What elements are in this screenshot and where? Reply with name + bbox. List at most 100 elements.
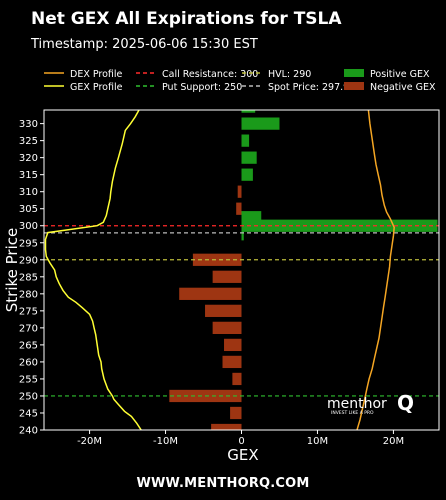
- watermark-brand: menthor: [327, 396, 387, 412]
- legend-swatch: [344, 82, 364, 90]
- legend-item-7: Negative GEX: [344, 82, 436, 93]
- y-axis-label: Strike Price: [3, 228, 21, 312]
- y-tick-245: 245: [19, 408, 44, 419]
- y-tick-285: 285: [19, 272, 44, 283]
- gex-bar-335: [241, 110, 256, 113]
- legend-label: Spot Price: 297.9: [268, 82, 349, 93]
- gex-bar-240: [211, 423, 242, 430]
- y-tick-label: 295: [19, 238, 38, 249]
- y-tick-280: 280: [19, 289, 44, 300]
- legend-item-6: Positive GEX: [344, 69, 430, 80]
- y-tick-240: 240: [19, 426, 44, 437]
- y-tick-label: 275: [19, 306, 38, 317]
- gex-bar-285: [212, 270, 242, 283]
- y-tick-265: 265: [19, 340, 44, 351]
- y-tick-label: 320: [19, 153, 38, 164]
- x-tick-2: 0: [238, 430, 245, 447]
- timestamp: Timestamp: 2025-06-06 15:30 EST: [31, 37, 258, 52]
- x-axis-label: GEX: [227, 446, 258, 464]
- y-tick-295: 295: [19, 238, 44, 249]
- legend-label: GEX Profile: [70, 82, 123, 93]
- y-tick-label: 245: [19, 408, 38, 419]
- y-tick-270: 270: [19, 323, 44, 334]
- legend-label: Positive GEX: [370, 69, 430, 80]
- gex-profile-line: [44, 110, 142, 430]
- footer-url: WWW.MENTHORQ.COM: [136, 476, 310, 491]
- y-tick-315: 315: [19, 170, 44, 181]
- watermark-brand-letter: Q: [397, 391, 414, 415]
- plot-area: [44, 110, 439, 430]
- y-tick-label: 315: [19, 170, 38, 181]
- x-tick-0: -20M: [77, 430, 102, 447]
- y-tick-label: 280: [19, 289, 38, 300]
- gex-bar-315: [241, 168, 253, 181]
- y-tick-label: 330: [19, 119, 38, 130]
- y-tick-250: 250: [19, 391, 44, 402]
- y-tick-330: 330: [19, 119, 44, 130]
- axes: -20M -10M 0 10M 20M 240 245 250 255 260 265 270 275 2…: [19, 109, 440, 447]
- y-tick-label: 260: [19, 357, 38, 368]
- gex-bar-265: [224, 338, 242, 352]
- gex-bar-245: [230, 406, 242, 420]
- legend-item-2: Call Resistance: 300: [136, 69, 258, 80]
- y-tick-300: 300: [19, 221, 44, 232]
- gex-bar-255: [232, 372, 242, 386]
- legend-item-4: HVL: 290: [242, 69, 311, 80]
- gex-bar-320: [241, 151, 257, 164]
- watermark-tagline: INVEST LIKE A PRO: [331, 410, 374, 416]
- legend-label: DEX Profile: [70, 69, 123, 80]
- y-tick-320: 320: [19, 153, 44, 164]
- legend-label: Negative GEX: [370, 82, 436, 93]
- gex-bar-330: [241, 117, 280, 130]
- legend-item-0: DEX Profile: [44, 69, 123, 80]
- y-tick-255: 255: [19, 374, 44, 385]
- y-tick-label: 265: [19, 340, 38, 351]
- y-tick-325: 325: [19, 136, 44, 147]
- x-tick-label: 0: [238, 436, 244, 447]
- y-tick-label: 305: [19, 204, 38, 215]
- x-tick-1: -10M: [153, 430, 178, 447]
- gex-bar-275: [205, 304, 242, 317]
- y-tick-label: 240: [19, 426, 38, 437]
- y-tick-label: 300: [19, 221, 38, 232]
- y-tick-label: 290: [19, 255, 38, 266]
- legend-item-3: Put Support: 250: [136, 82, 242, 93]
- gex-bar-280: [179, 287, 242, 300]
- gex-bar-325: [241, 134, 250, 147]
- gex-bar-302.5: [241, 211, 262, 224]
- y-tick-260: 260: [19, 357, 44, 368]
- legend-label: Put Support: 250: [162, 82, 242, 93]
- gex-bar-290: [192, 253, 242, 266]
- legend-item-1: GEX Profile: [44, 82, 123, 93]
- legend-item-5: Spot Price: 297.9: [242, 82, 349, 93]
- gex-bar-270: [212, 321, 242, 334]
- dex-profile-line: [356, 110, 395, 430]
- legend-label: HVL: 290: [268, 69, 311, 80]
- x-tick-label: -10M: [153, 436, 178, 447]
- gex-bar-260: [222, 355, 242, 369]
- gex-bar-305: [236, 202, 242, 215]
- y-tick-label: 255: [19, 374, 38, 385]
- legend-swatch: [344, 69, 364, 77]
- x-tick-label: 10M: [307, 436, 328, 447]
- y-tick-310: 310: [19, 187, 44, 198]
- y-tick-label: 310: [19, 187, 38, 198]
- legend: DEX Profile GEX Profile Call Resistance: 3…: [44, 69, 436, 93]
- chart-title: Net GEX All Expirations for TSLA: [31, 9, 342, 29]
- y-tick-label: 285: [19, 272, 38, 283]
- legend-label: Call Resistance: 300: [162, 69, 258, 80]
- x-tick-label: -20M: [77, 436, 102, 447]
- y-tick-290: 290: [19, 255, 44, 266]
- y-tick-275: 275: [19, 306, 44, 317]
- x-tick-3: 10M: [307, 430, 328, 447]
- menthorq-watermark: menthor Q INVEST LIKE A PRO: [327, 391, 414, 416]
- gex-bar-310: [237, 185, 242, 198]
- y-tick-label: 270: [19, 323, 38, 334]
- y-tick-label: 325: [19, 136, 38, 147]
- y-tick-label: 250: [19, 391, 38, 402]
- y-tick-305: 305: [19, 204, 44, 215]
- x-tick-label: 20M: [383, 436, 404, 447]
- gex-bar-297.5: [241, 228, 244, 241]
- x-tick-4: 20M: [383, 430, 404, 447]
